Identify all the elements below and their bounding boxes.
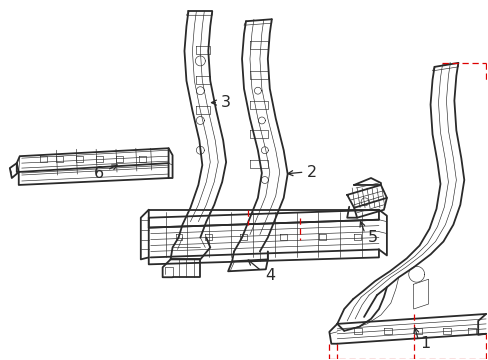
Text: 2: 2 — [306, 165, 316, 180]
Text: 5: 5 — [367, 230, 377, 245]
Text: 1: 1 — [420, 336, 430, 351]
Text: 6: 6 — [94, 166, 104, 181]
Text: 4: 4 — [264, 268, 274, 283]
Text: 3: 3 — [221, 95, 231, 110]
